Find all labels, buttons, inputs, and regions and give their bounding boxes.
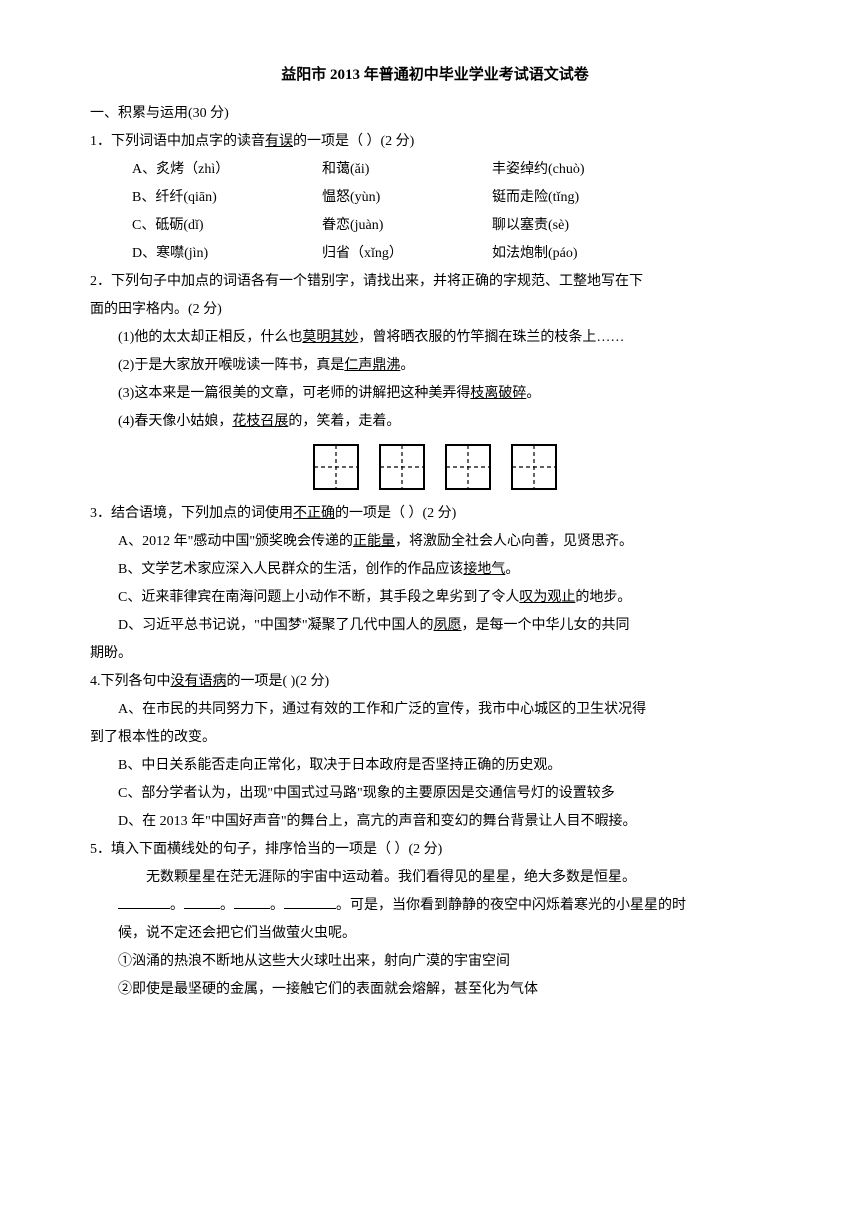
q1-b-c2: 愠怒(yùn)	[280, 184, 450, 212]
q4-stem-underline: 没有语病	[171, 674, 227, 689]
q2-1-post: ，曾将晒衣服的竹竿搁在珠兰的枝条上……	[358, 330, 624, 345]
q1-d-c3: 如法炮制(páo)	[450, 240, 780, 268]
q4-option-a-line2: 到了根本性的改变。	[90, 724, 780, 752]
q1-option-d: D、寒噤(jìn) 归省（xǐng） 如法炮制(páo)	[90, 240, 780, 268]
q2-item-1: (1)他的太太却正相反，什么也莫明其妙，曾将晒衣服的竹竿搁在珠兰的枝条上……	[90, 324, 780, 352]
q5-passage-line1: 无数颗星星在茫无涯际的宇宙中运动着。我们看得见的星星，绝大多数是恒星。	[90, 864, 780, 892]
q1-a-c1: A、炙烤（zhì）	[90, 156, 280, 184]
q2-3-underline: 枝离破碎	[470, 386, 526, 401]
q3-a-pre: A、2012 年"感动中国"颁奖晚会传递的	[118, 534, 353, 549]
q5-item-2: ②即使是最坚硬的金属，一接触它们的表面就会熔解，甚至化为气体	[90, 976, 780, 1004]
q2-item-3: (3)这本来是一篇很美的文章，可老师的讲解把这种美弄得枝离破碎。	[90, 380, 780, 408]
tianzi-grid-row	[90, 444, 780, 490]
q5-item-1: ①汹涌的热浪不断地从这些大火球吐出来，射向广漠的宇宙空间	[90, 948, 780, 976]
q1-b-c3: 铤而走险(tǐng)	[450, 184, 780, 212]
q3-b-pre: B、文学艺术家应深入人民群众的生活，创作的作品应该	[118, 562, 463, 577]
q4-stem-post: 的一项是( )(2 分)	[227, 674, 330, 689]
q2-stem-line1: 2．下列句子中加点的词语各有一个错别字，请找出来，并将正确的字规范、工整地写在下	[90, 268, 780, 296]
q1-option-c: C、砥砺(dǐ) 眷恋(juàn) 聊以塞责(sè)	[90, 212, 780, 240]
q3-d-pre: D、习近平总书记说，"中国梦"凝聚了几代中国人的	[118, 618, 434, 633]
q5-passage-line2: 。。。。可是，当你看到静静的夜空中闪烁着寒光的小星星的时	[90, 892, 780, 920]
q1-option-a: A、炙烤（zhì） 和蔼(ǎi) 丰姿绰约(chuò)	[90, 156, 780, 184]
q1-c-c2: 眷恋(juàn)	[280, 212, 450, 240]
q1-d-c1: D、寒噤(jìn)	[90, 240, 280, 268]
tianzi-box-3	[445, 444, 491, 490]
q3-option-d-line2: 期盼。	[90, 640, 780, 668]
section-heading: 一、积累与运用(30 分)	[90, 100, 780, 128]
q1-a-c2: 和蔼(ǎi)	[280, 156, 450, 184]
q3-option-d-line1: D、习近平总书记说，"中国梦"凝聚了几代中国人的夙愿，是每一个中华儿女的共同	[90, 612, 780, 640]
tianzi-box-1	[313, 444, 359, 490]
q3-b-post: 。	[505, 562, 519, 577]
q4-option-a-line1: A、在市民的共同努力下，通过有效的工作和广泛的宣传，我市中心城区的卫生状况得	[90, 696, 780, 724]
q3-stem-underline: 不正确	[293, 506, 335, 521]
q2-3-post: 。	[526, 386, 540, 401]
q3-stem-pre: 3．结合语境，下列加点的词使用	[90, 506, 293, 521]
q1-d-c2: 归省（xǐng）	[280, 240, 450, 268]
q1-stem: 1．下列词语中加点字的读音有误的一项是（ ）(2 分)	[90, 128, 780, 156]
fill-blank-4	[284, 894, 336, 909]
tianzi-box-2	[379, 444, 425, 490]
q4-option-b: B、中日关系能否走向正常化，取决于日本政府是否坚持正确的历史观。	[90, 752, 780, 780]
exam-title: 益阳市 2013 年普通初中毕业学业考试语文试卷	[90, 60, 780, 90]
q1-c-c1: C、砥砺(dǐ)	[90, 212, 280, 240]
q1-a-c3: 丰姿绰约(chuò)	[450, 156, 780, 184]
q4-stem: 4.下列各句中没有语病的一项是( )(2 分)	[90, 668, 780, 696]
q2-item-4: (4)春天像小姑娘，花枝召展的，笑着，走着。	[90, 408, 780, 436]
q2-4-underline: 花枝召展	[232, 414, 288, 429]
q3-stem-post: 的一项是（ ）(2 分)	[335, 506, 456, 521]
q5-passage-line3: 候，说不定还会把它们当做萤火虫呢。	[90, 920, 780, 948]
q1-b-c1: B、纤纤(qiān)	[90, 184, 280, 212]
q3-c-underline: 叹为观止	[519, 590, 575, 605]
tianzi-box-4	[511, 444, 557, 490]
q2-4-post: 的，笑着，走着。	[288, 414, 400, 429]
q4-option-d: D、在 2013 年"中国好声音"的舞台上，高亢的声音和变幻的舞台背景让人目不暇…	[90, 808, 780, 836]
q3-d-underline: 夙愿	[434, 618, 462, 633]
q3-stem: 3．结合语境，下列加点的词使用不正确的一项是（ ）(2 分)	[90, 500, 780, 528]
q2-1-underline: 莫明其妙	[302, 330, 358, 345]
q3-option-c: C、近来菲律宾在南海问题上小动作不断，其手段之卑劣到了令人叹为观止的地步。	[90, 584, 780, 612]
q3-b-underline: 接地气	[463, 562, 505, 577]
q1-stem-pre: 1．下列词语中加点字的读音	[90, 134, 265, 149]
q4-option-c: C、部分学者认为，出现"中国式过马路"现象的主要原因是交通信号灯的设置较多	[90, 780, 780, 808]
fill-blank-2	[184, 894, 220, 909]
q4-stem-pre: 4.下列各句中	[90, 674, 171, 689]
q5-p2-tail: 。可是，当你看到静静的夜空中闪烁着寒光的小星星的时	[336, 898, 686, 913]
q1-c-c3: 聊以塞责(sè)	[450, 212, 780, 240]
q2-2-post: 。	[400, 358, 414, 373]
q2-1-pre: (1)他的太太却正相反，什么也	[118, 330, 302, 345]
q2-stem-line2: 面的田字格内。(2 分)	[90, 296, 780, 324]
q1-stem-post: 的一项是（ ）(2 分)	[293, 134, 414, 149]
q3-a-post: ，将激励全社会人心向善，见贤思齐。	[395, 534, 633, 549]
q3-a-underline: 正能量	[353, 534, 395, 549]
q3-option-b: B、文学艺术家应深入人民群众的生活，创作的作品应该接地气。	[90, 556, 780, 584]
q2-2-pre: (2)于是大家放开喉咙读一阵书，真是	[118, 358, 344, 373]
q3-option-a: A、2012 年"感动中国"颁奖晚会传递的正能量，将激励全社会人心向善，见贤思齐…	[90, 528, 780, 556]
q3-c-post: 的地步。	[575, 590, 631, 605]
q2-item-2: (2)于是大家放开喉咙读一阵书，真是仁声鼎沸。	[90, 352, 780, 380]
q3-c-pre: C、近来菲律宾在南海问题上小动作不断，其手段之卑劣到了令人	[118, 590, 519, 605]
q1-stem-underline: 有误	[265, 134, 293, 149]
q2-3-pre: (3)这本来是一篇很美的文章，可老师的讲解把这种美弄得	[118, 386, 470, 401]
q5-stem: 5．填入下面横线处的句子，排序恰当的一项是（ ）(2 分)	[90, 836, 780, 864]
q2-2-underline: 仁声鼎沸	[344, 358, 400, 373]
q2-4-pre: (4)春天像小姑娘，	[118, 414, 232, 429]
fill-blank-3	[234, 894, 270, 909]
fill-blank-1	[118, 894, 170, 909]
q3-d-post: ，是每一个中华儿女的共同	[462, 618, 630, 633]
q1-option-b: B、纤纤(qiān) 愠怒(yùn) 铤而走险(tǐng)	[90, 184, 780, 212]
